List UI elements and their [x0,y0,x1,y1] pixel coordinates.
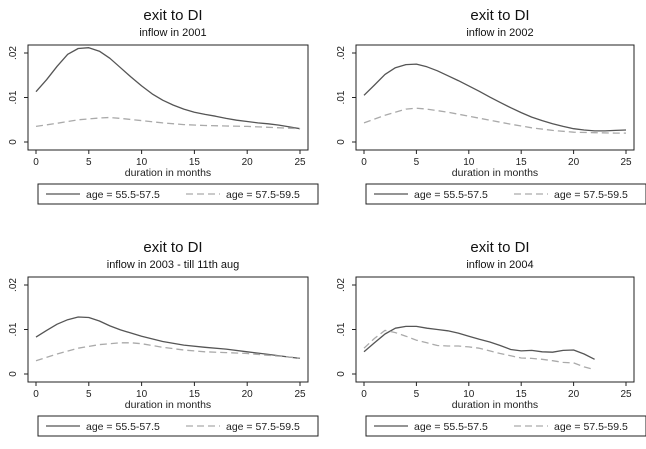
y-tick-label: 0 [8,139,19,145]
y-tick-label: .01 [336,90,347,104]
legend-label-1: age = 55.5-57.5 [86,421,160,433]
x-tick-label: 5 [86,157,92,168]
x-tick-label: 5 [86,389,92,400]
x-tick-label: 20 [568,389,580,400]
x-tick-label: 5 [414,157,420,168]
y-tick-label: .01 [336,322,347,336]
legend-label-1: age = 55.5-57.5 [414,189,488,201]
x-axis-title: duration in months [125,399,211,411]
chart-title: exit to DI [143,7,202,24]
y-tick-label: 0 [336,371,347,377]
x-tick-label: 15 [516,389,528,400]
plot-frame [27,276,309,383]
legend-box [37,183,319,205]
series-line-2 [35,116,301,130]
chart-subtitle: inflow in 2001 [139,27,206,39]
x-tick-label: 20 [242,157,254,168]
y-tick-label: .02 [336,46,347,60]
x-tick-label: 10 [136,389,148,400]
x-axis-title: duration in months [125,167,211,179]
y-tick-label: .01 [8,90,19,104]
x-tick-label: 5 [414,389,420,400]
chart-panel-2: exit to DI inflow in 2002 .02 .01 0 0 5 10 15 20 2… [336,7,646,205]
chart-panel-4: exit to DI inflow in 2004 .02 .01 0 0 5 10 15 20 2… [336,239,646,437]
x-tick-label: 20 [242,389,254,400]
chart-panel-1: exit to DI inflow in 2001 .02 .01 0 0 5 10 15 20 2… [8,7,319,205]
x-tick-label: 25 [620,389,632,400]
legend-box [37,415,319,437]
chart-panel-3: exit to DI inflow in 2003 - till 11th aug… [8,239,319,437]
x-tick-label: 15 [189,157,201,168]
y-tick-label: 0 [8,371,19,377]
x-axis-title: duration in months [452,399,538,411]
x-tick-label: 0 [361,157,367,168]
x-tick-label: 25 [620,157,632,168]
legend-label-1: age = 55.5-57.5 [414,421,488,433]
legend-label-2: age = 57.5-59.5 [226,421,300,433]
y-tick-label: .02 [8,46,19,60]
chart-title: exit to DI [470,7,529,24]
chart-title: exit to DI [470,239,529,256]
plot-frame [355,276,635,383]
series-line-2 [363,107,626,134]
series-line-2 [363,329,595,371]
x-tick-label: 25 [294,389,306,400]
x-tick-label: 0 [33,157,39,168]
y-tick-label: .02 [336,278,347,292]
series-line-1 [35,316,301,360]
chart-title: exit to DI [143,239,202,256]
x-tick-label: 15 [516,157,528,168]
legend-label-2: age = 57.5-59.5 [554,189,628,201]
chart-subtitle: inflow in 2004 [466,259,533,271]
series-line-1 [363,63,627,132]
plot-frame [27,44,309,151]
x-axis-title: duration in months [452,167,538,179]
chart-subtitle: inflow in 2002 [466,27,533,39]
x-tick-label: 10 [463,157,475,168]
x-tick-label: 25 [294,157,306,168]
x-tick-label: 15 [189,389,201,400]
series-line-1 [363,325,595,360]
legend-box [365,183,646,205]
x-tick-label: 10 [136,157,148,168]
legend-label-2: age = 57.5-59.5 [554,421,628,433]
x-tick-label: 20 [568,157,580,168]
y-tick-label: .01 [8,322,19,336]
x-tick-label: 10 [463,389,475,400]
series-line-1 [35,47,301,130]
x-tick-label: 0 [361,389,367,400]
y-tick-label: .02 [8,278,19,292]
legend-label-2: age = 57.5-59.5 [226,189,300,201]
plot-frame [355,44,635,151]
legend-label-1: age = 55.5-57.5 [86,189,160,201]
chart-subtitle: inflow in 2003 - till 11th aug [107,259,240,271]
y-tick-label: 0 [336,139,347,145]
x-tick-label: 0 [33,389,39,400]
legend-box [365,415,646,437]
